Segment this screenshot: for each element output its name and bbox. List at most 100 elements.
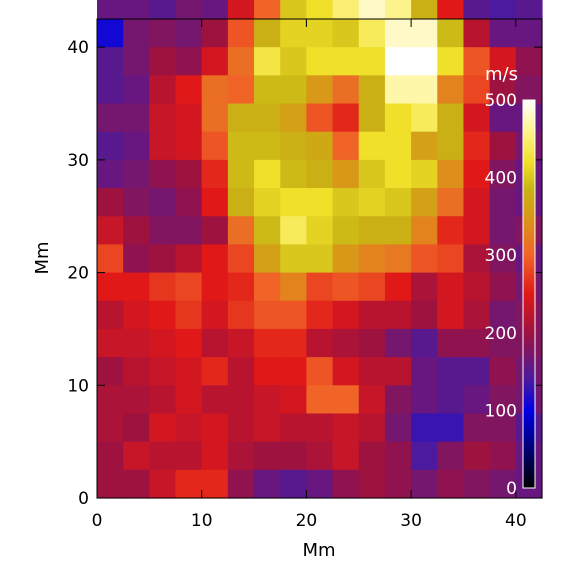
heatmap-cell <box>123 469 150 499</box>
heatmap-cell <box>489 357 517 386</box>
heatmap-cell <box>254 385 281 415</box>
heatmap-cell <box>489 19 517 48</box>
heatmap-cell <box>384 75 412 105</box>
heatmap-cell <box>489 385 517 415</box>
heatmap-cell <box>489 328 517 358</box>
heatmap-cell <box>437 441 465 471</box>
heatmap-cell <box>411 47 438 76</box>
heatmap-cell <box>280 328 308 358</box>
heatmap-cell <box>358 385 386 415</box>
heatmap-cell <box>515 47 543 76</box>
heatmap-cell <box>149 159 177 189</box>
heatmap-cell <box>280 300 308 330</box>
heatmap-cell <box>411 131 438 161</box>
heatmap-cell <box>201 131 229 161</box>
heatmap-cell <box>437 272 465 302</box>
heatmap-cell <box>358 272 386 302</box>
heatmap-cell <box>411 0 438 20</box>
heatmap-cell <box>489 413 517 443</box>
heatmap-cell <box>227 103 255 133</box>
heatmap-cell <box>227 328 255 358</box>
heatmap-cell <box>384 272 412 302</box>
heatmap-cell <box>411 103 438 133</box>
heatmap-cell <box>437 103 465 133</box>
heatmap-cell <box>332 188 360 217</box>
heatmap-cell <box>254 188 281 217</box>
heatmap-cell <box>489 47 517 76</box>
heatmap-cell <box>175 413 203 443</box>
heatmap-cell <box>175 0 203 20</box>
heatmap-cell <box>306 188 334 217</box>
heatmap-cell <box>280 272 308 302</box>
x-tick-label: 20 <box>296 511 318 531</box>
heatmap-cell <box>280 385 308 415</box>
heatmap-cell <box>149 75 177 105</box>
heatmap-cell <box>358 47 386 76</box>
heatmap-cell <box>489 159 517 189</box>
heatmap-cell <box>437 357 465 386</box>
heatmap-cell <box>175 216 203 246</box>
heatmap-cell <box>358 103 386 133</box>
heatmap-cell <box>411 159 438 189</box>
heatmap-cell <box>123 47 150 76</box>
heatmap-cell <box>227 441 255 471</box>
heatmap-cell <box>411 385 438 415</box>
heatmap-cell <box>97 357 124 386</box>
heatmap-cell <box>384 441 412 471</box>
y-tick-label: 40 <box>67 38 89 58</box>
heatmap-cell <box>254 131 281 161</box>
heatmap-cell <box>358 441 386 471</box>
heatmap-cell <box>358 244 386 274</box>
heatmap-cells <box>97 0 543 499</box>
heatmap-cell <box>437 328 465 358</box>
colorbar-ticks: 0 100 200 300 400 500 <box>485 91 517 499</box>
heatmap-cell <box>332 441 360 471</box>
heatmap-cell <box>123 441 150 471</box>
heatmap-cell <box>280 469 308 499</box>
heatmap-cell <box>254 19 281 48</box>
heatmap-cell <box>332 385 360 415</box>
heatmap-cell <box>280 188 308 217</box>
heatmap-cell <box>306 357 334 386</box>
heatmap-cell <box>332 47 360 76</box>
heatmap-cell <box>332 216 360 246</box>
colorbar-tick-label: 300 <box>485 246 517 266</box>
heatmap-cell <box>201 103 229 133</box>
heatmap-cell <box>227 0 255 20</box>
colorbar-tick-label: 200 <box>485 324 517 344</box>
heatmap-cell <box>332 300 360 330</box>
heatmap-cell <box>463 272 491 302</box>
heatmap-cell <box>175 357 203 386</box>
heatmap-cell <box>97 300 124 330</box>
heatmap-cell <box>411 300 438 330</box>
heatmap-cell <box>254 413 281 443</box>
heatmap-cell <box>489 216 517 246</box>
heatmap-cell <box>332 328 360 358</box>
colorbar-tick-label: 0 <box>506 479 517 499</box>
heatmap-cell <box>306 216 334 246</box>
heatmap-cell <box>254 216 281 246</box>
heatmap-cell <box>149 19 177 48</box>
heatmap-cell <box>201 0 229 20</box>
heatmap-cell <box>175 47 203 76</box>
heatmap-cell <box>280 47 308 76</box>
y-tick-label: 0 <box>78 489 89 509</box>
heatmap-cell <box>123 131 150 161</box>
heatmap-cell <box>254 103 281 133</box>
heatmap-cell <box>358 216 386 246</box>
heatmap-cell <box>358 469 386 499</box>
heatmap-cell <box>201 188 229 217</box>
heatmap-cell <box>489 131 517 161</box>
heatmap-cell <box>254 75 281 105</box>
colorbar-tick-label: 400 <box>485 169 517 189</box>
heatmap-cell <box>384 19 412 48</box>
heatmap-cell <box>97 272 124 302</box>
heatmap-cell <box>227 272 255 302</box>
heatmap-cell <box>463 441 491 471</box>
heatmap-cell <box>306 385 334 415</box>
heatmap-cell <box>201 272 229 302</box>
heatmap-cell <box>306 328 334 358</box>
heatmap-cell <box>463 19 491 48</box>
heatmap-cell <box>280 131 308 161</box>
